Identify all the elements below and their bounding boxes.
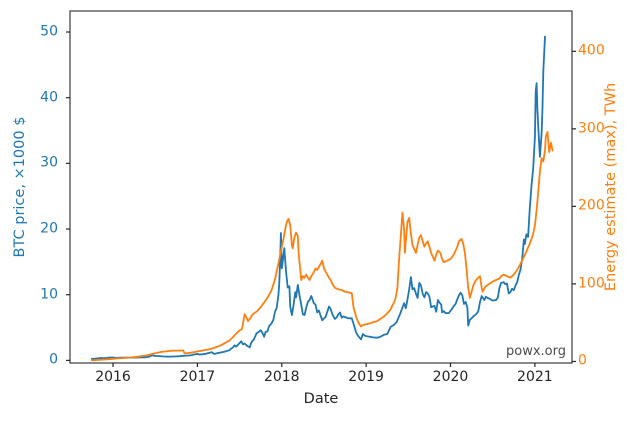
y-left-tick-label-20: 20 — [40, 220, 58, 237]
x-tick-label-2018: 2018 — [263, 369, 300, 385]
y-left-tick-label-40: 40 — [40, 89, 58, 106]
y-right-tick-label-100: 100 — [578, 275, 605, 292]
series-line-btc-price — [91, 35, 546, 360]
y-axis-label-left: BTC price, ×1000 $ — [12, 116, 28, 258]
x-tick-label-2021: 2021 — [517, 369, 553, 385]
y-right-tick-label-200: 200 — [578, 198, 605, 215]
y-right-tick-label-0: 0 — [578, 353, 587, 370]
x-tick-label-2017: 2017 — [179, 369, 216, 385]
y-right-tick-label-400: 400 — [578, 42, 605, 59]
x-tick-label-2019: 2019 — [348, 369, 384, 385]
y-left-tick-label-10: 10 — [40, 286, 58, 303]
y-axis-label-right: Energy estimate (max), TWh — [603, 82, 619, 292]
x-axis-label: Date — [303, 391, 339, 407]
watermark-text: powx.org — [506, 344, 566, 359]
y-left-tick-label-0: 0 — [49, 352, 58, 369]
axes-frame — [69, 10, 573, 364]
y-right-tick-label-300: 300 — [578, 120, 605, 137]
series-line-energy-estimate — [91, 131, 554, 362]
x-tick-label-2016: 2016 — [95, 369, 131, 385]
y-left-tick-label-50: 50 — [40, 23, 58, 40]
x-tick-label-2020: 2020 — [432, 369, 469, 385]
y-left-tick-label-30: 30 — [40, 155, 58, 172]
